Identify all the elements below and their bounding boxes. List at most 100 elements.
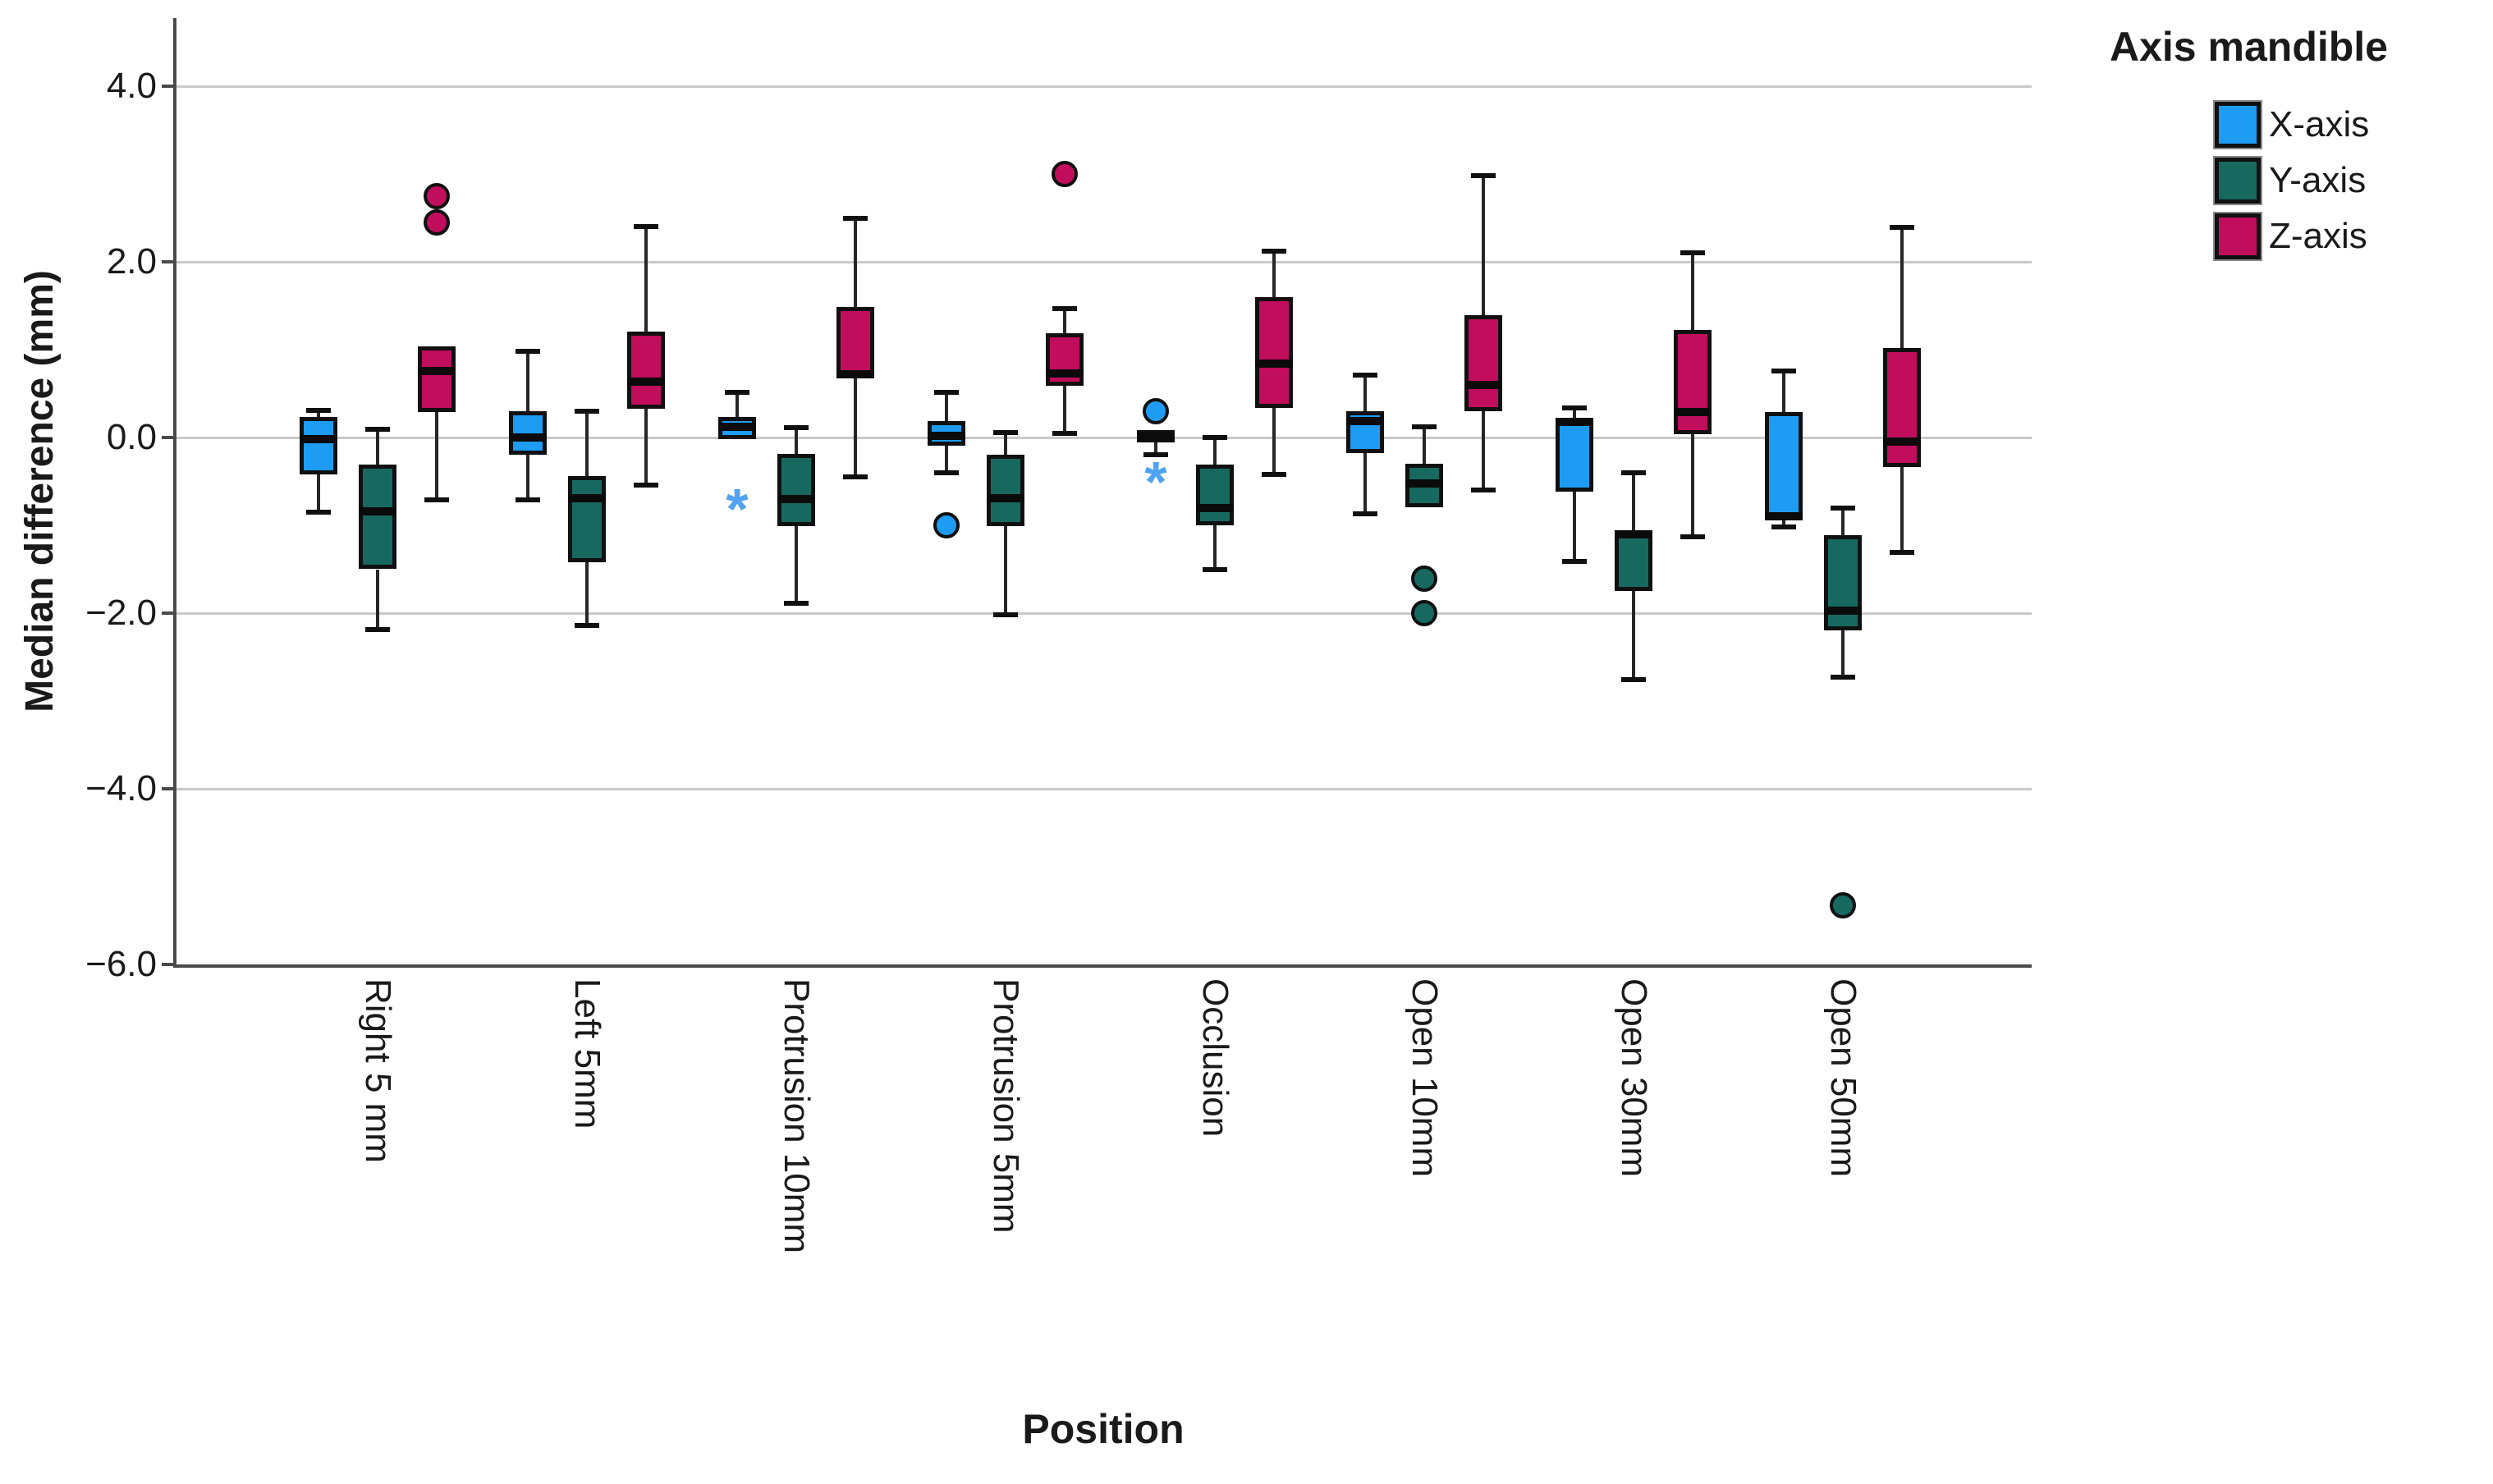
- iqr-box: [627, 331, 665, 409]
- iqr-box: [1196, 465, 1234, 525]
- upper-whisker: [526, 351, 529, 411]
- lower-whisker: [1691, 433, 1694, 537]
- legend-item: Y-axis: [2215, 153, 2487, 208]
- median-line: [418, 366, 456, 375]
- iqr-box: [568, 476, 606, 562]
- x-category-label: Open 50mm: [1823, 978, 1863, 1178]
- legend-swatch: [2215, 213, 2261, 259]
- legend-swatch: [2215, 102, 2261, 148]
- lower-whisker-cap: [1890, 550, 1914, 556]
- upper-whisker-cap: [1831, 505, 1855, 511]
- iqr-box: [359, 465, 396, 570]
- upper-whisker-cap: [1621, 469, 1646, 475]
- legend-item-label: Z-axis: [2269, 216, 2367, 256]
- x-category-label: Occlusion: [1195, 978, 1235, 1138]
- iqr-box: [987, 455, 1024, 527]
- lower-whisker-cap: [1353, 511, 1377, 517]
- upper-whisker-cap: [1680, 250, 1705, 256]
- lower-whisker: [1482, 410, 1485, 491]
- upper-whisker-cap: [1353, 373, 1377, 378]
- lower-whisker: [1841, 630, 1845, 678]
- median-line: [300, 435, 337, 444]
- outlier-point: [1052, 161, 1078, 187]
- median-line: [836, 369, 874, 378]
- upper-whisker: [1272, 251, 1276, 297]
- y-tick-mark: [162, 611, 173, 615]
- gridline: [175, 788, 2032, 790]
- legend-item: X-axis: [2215, 97, 2487, 153]
- lower-whisker: [317, 474, 320, 512]
- upper-whisker-cap: [306, 407, 331, 413]
- x-category-label: Left 5mm: [567, 978, 607, 1129]
- upper-whisker-cap: [993, 429, 1018, 435]
- outlier-point: [1411, 566, 1437, 593]
- lower-whisker-cap: [993, 612, 1018, 618]
- y-tick-label: −2.0: [85, 593, 157, 633]
- upper-whisker: [376, 429, 379, 465]
- y-tick-label: −6.0: [85, 944, 157, 984]
- upper-whisker: [736, 392, 739, 418]
- upper-whisker: [644, 227, 648, 332]
- outlier-point: [1830, 892, 1856, 919]
- lower-whisker: [435, 411, 438, 500]
- median-line: [1346, 416, 1384, 425]
- median-line: [1556, 417, 1593, 426]
- y-axis-line: [173, 18, 176, 968]
- extreme-point: *: [726, 476, 749, 541]
- upper-whisker: [585, 410, 589, 477]
- upper-whisker: [1782, 370, 1785, 412]
- lower-whisker: [945, 445, 948, 473]
- lower-whisker: [644, 408, 648, 485]
- lower-whisker: [376, 569, 379, 630]
- x-axis-title: Position: [1022, 1406, 1185, 1452]
- median-line: [1765, 512, 1803, 521]
- upper-whisker: [854, 218, 857, 307]
- lower-whisker: [1632, 591, 1635, 680]
- y-tick-mark: [162, 787, 173, 790]
- lower-whisker: [1900, 467, 1904, 553]
- upper-whisker-cap: [1052, 305, 1077, 311]
- extreme-point: *: [1144, 449, 1167, 514]
- x-axis-line: [173, 964, 2032, 968]
- iqr-box: [418, 346, 456, 412]
- outlier-point: [933, 512, 960, 538]
- lower-whisker: [1782, 519, 1785, 528]
- iqr-box: [1464, 315, 1502, 411]
- x-category-label: Protrusion 5mm: [986, 978, 1026, 1234]
- gridline: [175, 85, 2032, 88]
- legend-item-label: Y-axis: [2269, 160, 2367, 200]
- iqr-box: [836, 306, 874, 378]
- lower-whisker: [854, 378, 857, 478]
- median-line: [1464, 380, 1502, 389]
- x-category-label: Protrusion 10mm: [777, 978, 817, 1254]
- upper-whisker: [1573, 407, 1576, 419]
- upper-whisker: [945, 392, 948, 421]
- lower-whisker-cap: [424, 497, 449, 502]
- upper-whisker: [1363, 375, 1367, 411]
- median-line: [1824, 606, 1862, 615]
- legend: Axis mandible X-axis Y-axis Z-axis: [2110, 23, 2487, 264]
- lower-whisker-cap: [1621, 677, 1646, 683]
- gridline: [175, 261, 2032, 263]
- iqr-box: [1765, 411, 1803, 520]
- x-category-label: Open 30mm: [1614, 978, 1654, 1178]
- upper-whisker: [1841, 507, 1845, 535]
- median-line: [1137, 432, 1175, 441]
- iqr-box: [1556, 418, 1593, 492]
- gridline: [175, 437, 2032, 439]
- lower-whisker: [795, 526, 798, 604]
- upper-whisker: [1482, 176, 1485, 316]
- upper-whisker-cap: [634, 224, 658, 230]
- y-tick-label: −4.0: [85, 768, 157, 808]
- lower-whisker-cap: [306, 509, 331, 515]
- lower-whisker: [1004, 526, 1007, 616]
- lower-whisker-cap: [1562, 558, 1587, 564]
- median-line: [1674, 407, 1712, 416]
- median-line: [987, 493, 1024, 502]
- median-line: [509, 433, 547, 442]
- upper-whisker: [1423, 427, 1426, 465]
- median-line: [928, 431, 965, 440]
- upper-whisker: [795, 428, 798, 455]
- lower-whisker: [1272, 407, 1276, 474]
- x-category-label: Right 5 mm: [358, 978, 398, 1163]
